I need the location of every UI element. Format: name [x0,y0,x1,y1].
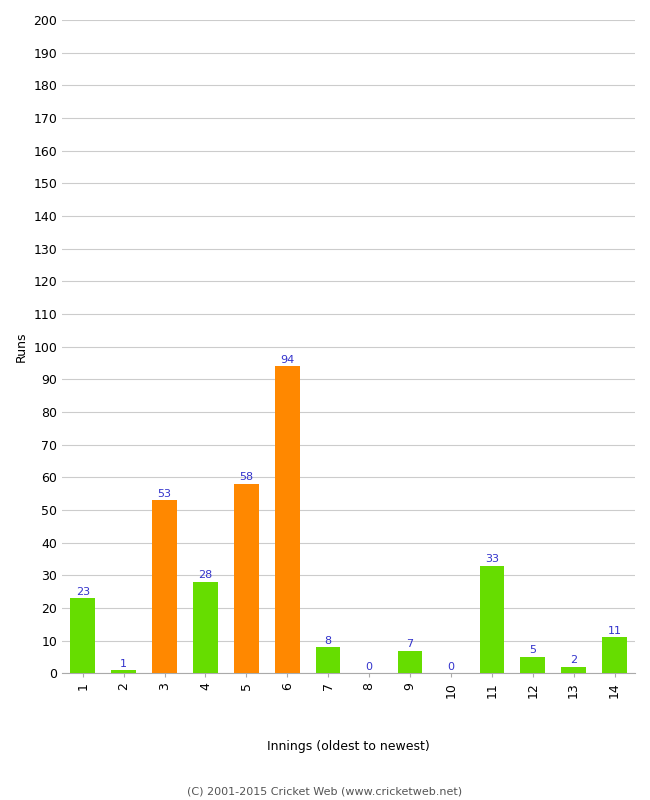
Bar [521,657,545,674]
Text: 33: 33 [485,554,499,564]
Bar [70,598,95,674]
Text: 1: 1 [120,658,127,669]
Bar [234,484,259,674]
Text: 0: 0 [365,662,372,672]
Text: 2: 2 [570,655,577,666]
Text: 58: 58 [239,472,254,482]
Bar [275,366,300,674]
Text: 5: 5 [529,646,536,655]
Bar [152,500,177,674]
Bar [480,566,504,674]
Text: 28: 28 [198,570,213,580]
Bar [316,647,341,674]
Text: 11: 11 [608,626,621,636]
Text: (C) 2001-2015 Cricket Web (www.cricketweb.net): (C) 2001-2015 Cricket Web (www.cricketwe… [187,786,463,796]
Y-axis label: Runs: Runs [15,331,28,362]
Bar [111,670,136,674]
Bar [398,650,423,674]
Bar [562,667,586,674]
Bar [603,638,627,674]
Text: 23: 23 [75,586,90,597]
Text: 7: 7 [406,639,413,649]
X-axis label: Innings (oldest to newest): Innings (oldest to newest) [267,740,430,753]
Text: 53: 53 [157,489,172,498]
Text: 8: 8 [324,636,332,646]
Text: 94: 94 [280,354,294,365]
Bar [193,582,218,674]
Text: 0: 0 [447,662,454,672]
